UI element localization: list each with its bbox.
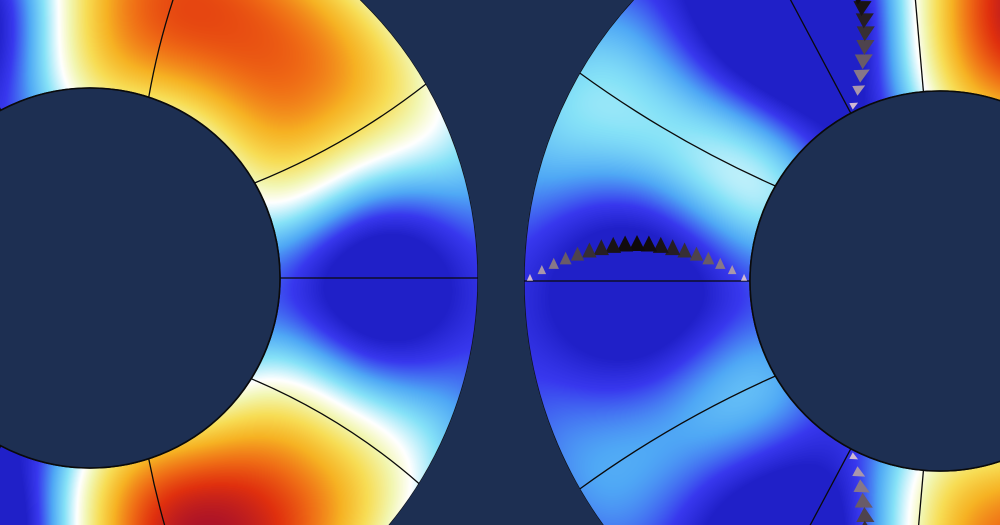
flux-arrow-head [852, 85, 866, 96]
flux-arrow-head [537, 264, 547, 275]
flux-arrow-head [593, 239, 609, 256]
flux-arrow-head [740, 273, 748, 281]
mesh-edge-right-7 [809, 448, 852, 525]
flux-arrow-head [616, 235, 634, 252]
inner-hole-right-annulus [749, 90, 1000, 472]
mesh-edge-right-0 [579, 72, 776, 187]
flux-arrow-head [849, 452, 859, 460]
flux-arrow-head [628, 235, 646, 251]
arrows-west [526, 235, 748, 281]
mesh-edge-right-8 [579, 375, 776, 490]
mesh-edge-right-6 [917, 470, 925, 525]
flux-arrow-head [689, 246, 704, 261]
flux-arrow-head [665, 239, 681, 256]
flux-arrow-head [862, 520, 868, 525]
flux-arrow-head [853, 69, 870, 83]
flux-arrow-head [853, 479, 870, 493]
flux-arrow-head [640, 235, 658, 252]
mesh-edge-right-1 [789, 0, 852, 114]
flux-arrow-head [849, 102, 859, 110]
flux-arrow-head [856, 506, 875, 522]
arrows-lower-left [849, 452, 875, 525]
flux-arrow-head [559, 251, 572, 265]
inner-hole-left-annulus [0, 87, 281, 469]
mesh-edge-left-5 [250, 378, 420, 485]
arrows-upper-left [849, 0, 875, 110]
flux-arrow-head [853, 1, 872, 17]
flux-arrow-head [855, 0, 861, 5]
flux-arrow-head [652, 236, 669, 253]
flux-arrow-head [702, 251, 715, 265]
flux-arrow-head [548, 257, 559, 269]
mesh-edge-left-2 [148, 0, 174, 98]
mesh-edge-right-2 [914, 0, 925, 92]
flux-arrow-head [570, 246, 585, 261]
flux-arrow-head [854, 492, 873, 508]
flux-arrow-head [605, 236, 622, 253]
flux-arrow-head [854, 54, 873, 70]
flux-arrow-head [715, 257, 726, 269]
mesh-edge-left-3 [254, 83, 427, 184]
flux-arrow-head [582, 242, 597, 258]
flux-arrow-head [526, 273, 534, 281]
flux-arrow-head [856, 40, 875, 56]
flux-arrow-head [727, 264, 737, 275]
mesh-edge-left-6 [148, 458, 166, 525]
flux-arrow-head [855, 13, 874, 29]
flux-arrow-head [852, 466, 866, 477]
flux-arrow-head [677, 242, 692, 258]
flux-arrow-head [856, 26, 875, 42]
